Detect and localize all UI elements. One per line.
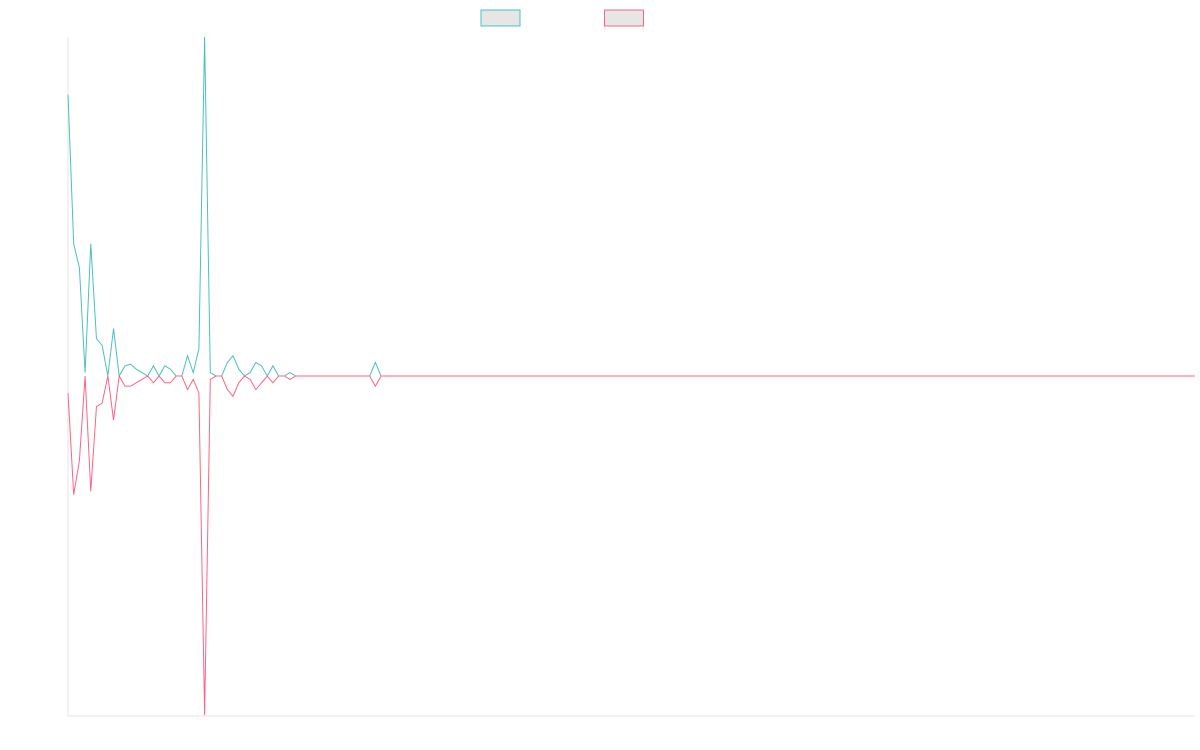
- series-line: [67, 374, 1195, 716]
- legend-swatch[interactable]: [480, 9, 521, 27]
- legend-swatch[interactable]: [604, 9, 644, 27]
- series-line: [67, 36, 1195, 378]
- plot-area: [67, 36, 1195, 716]
- legend: [480, 9, 644, 27]
